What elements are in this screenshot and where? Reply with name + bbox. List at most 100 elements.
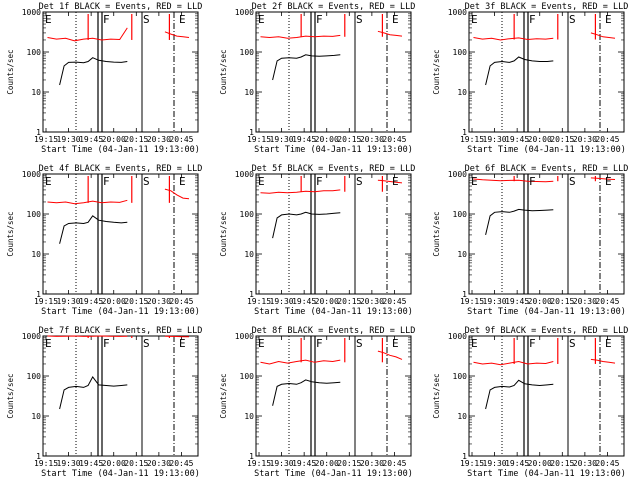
- x-tick-label: 19:45: [505, 135, 529, 144]
- x-tick-label: 20:00: [102, 459, 126, 468]
- lld-rate-line: [473, 37, 554, 41]
- x-tick-label: 20:45: [382, 135, 406, 144]
- y-axis-label: Counts/sec: [6, 49, 15, 94]
- x-axis-label: Start Time (04-Jan-11 19:13:00): [254, 469, 413, 479]
- event-rate-line: [485, 379, 554, 410]
- y-tick-label: 1000: [448, 8, 467, 17]
- lld-rate-line: [164, 188, 190, 200]
- x-tick-label: 20:45: [382, 297, 406, 306]
- x-tick-label: 20:00: [315, 297, 339, 306]
- y-tick-label: 1000: [22, 332, 41, 341]
- x-tick-label: 20:45: [595, 459, 619, 468]
- x-tick-label: 20:30: [573, 135, 597, 144]
- x-tick-label: 20:45: [382, 459, 406, 468]
- x-tick-label: 19:15: [34, 135, 58, 144]
- event-letter: E: [471, 337, 478, 350]
- event-letter: S: [143, 13, 150, 26]
- y-tick-label: 1000: [235, 170, 254, 179]
- y-axis-label: Counts/sec: [219, 373, 228, 418]
- x-tick-label: 20:00: [102, 135, 126, 144]
- panel-title: Det 7f BLACK = Events, RED = LLD: [39, 326, 203, 336]
- y-tick-label: 100: [27, 210, 42, 219]
- panel-title: Det 2f BLACK = Events, RED = LLD: [252, 2, 416, 12]
- y-tick-label: 100: [240, 372, 255, 381]
- x-tick-label: 19:30: [483, 459, 507, 468]
- x-tick-label: 20:30: [147, 135, 171, 144]
- y-tick-label: 10: [31, 412, 41, 421]
- event-letter: S: [569, 13, 576, 26]
- y-axis-label: Counts/sec: [219, 211, 228, 256]
- event-letter: F: [316, 13, 323, 26]
- event-letter: E: [392, 175, 399, 188]
- x-axis-label: Start Time (04-Jan-11 19:13:00): [467, 145, 626, 155]
- x-tick-label: 19:30: [57, 297, 81, 306]
- event-rate-line: [485, 56, 554, 86]
- event-letter: E: [392, 337, 399, 350]
- x-axis-label: Start Time (04-Jan-11 19:13:00): [254, 307, 413, 317]
- x-tick-label: 20:15: [337, 135, 361, 144]
- plot-frame: [255, 173, 412, 295]
- lld-rate-line: [164, 31, 190, 38]
- event-letter: E: [179, 13, 186, 26]
- event-letter: E: [258, 337, 265, 350]
- lld-rate-line: [377, 350, 403, 360]
- event-letter: F: [529, 13, 536, 26]
- panel-title: Det 3f BLACK = Events, RED = LLD: [465, 2, 629, 12]
- y-tick-label: 10: [457, 250, 467, 259]
- x-tick-label: 19:45: [292, 459, 316, 468]
- y-axis-label: Counts/sec: [6, 211, 15, 256]
- y-tick-label: 100: [27, 48, 42, 57]
- event-letter: E: [45, 337, 52, 350]
- panel-title: Det 8f BLACK = Events, RED = LLD: [252, 326, 416, 336]
- event-letter: F: [316, 337, 323, 350]
- x-tick-label: 19:15: [247, 297, 271, 306]
- event-letter: E: [179, 337, 186, 350]
- x-tick-label: 20:45: [169, 297, 193, 306]
- event-letter: E: [258, 13, 265, 26]
- x-tick-label: 19:45: [505, 459, 529, 468]
- plot-frame: [255, 335, 412, 457]
- event-rate-line: [272, 54, 341, 81]
- y-tick-label: 1000: [22, 170, 41, 179]
- x-tick-label: 19:45: [292, 135, 316, 144]
- x-tick-label: 20:30: [573, 459, 597, 468]
- plot-frame: [42, 173, 199, 295]
- x-tick-label: 19:30: [270, 135, 294, 144]
- y-tick-label: 10: [457, 412, 467, 421]
- x-tick-label: 20:15: [337, 459, 361, 468]
- y-tick-label: 10: [457, 88, 467, 97]
- event-letter: S: [356, 337, 363, 350]
- event-letter: F: [529, 337, 536, 350]
- event-letter: E: [605, 175, 612, 188]
- x-tick-label: 20:15: [337, 297, 361, 306]
- event-rate-line: [485, 208, 554, 236]
- y-tick-label: 1000: [235, 8, 254, 17]
- y-tick-label: 1: [462, 128, 467, 137]
- x-axis-label: Start Time (04-Jan-11 19:13:00): [41, 469, 200, 479]
- y-tick-label: 100: [240, 48, 255, 57]
- y-tick-label: 10: [244, 88, 254, 97]
- x-tick-label: 20:15: [550, 135, 574, 144]
- event-letter: E: [258, 175, 265, 188]
- y-axis-label: Counts/sec: [432, 373, 441, 418]
- x-tick-label: 19:30: [57, 459, 81, 468]
- event-letter: F: [529, 175, 536, 188]
- y-axis-label: Counts/sec: [219, 49, 228, 94]
- x-tick-label: 20:00: [528, 297, 552, 306]
- x-tick-label: 20:45: [595, 135, 619, 144]
- x-tick-label: 20:00: [315, 135, 339, 144]
- plot-frame: [468, 335, 625, 457]
- event-letter: F: [103, 337, 110, 350]
- y-tick-label: 1000: [448, 170, 467, 179]
- x-axis-label: Start Time (04-Jan-11 19:13:00): [467, 469, 626, 479]
- x-tick-label: 19:15: [247, 135, 271, 144]
- lld-rate-line: [590, 358, 616, 364]
- x-tick-label: 19:45: [79, 135, 103, 144]
